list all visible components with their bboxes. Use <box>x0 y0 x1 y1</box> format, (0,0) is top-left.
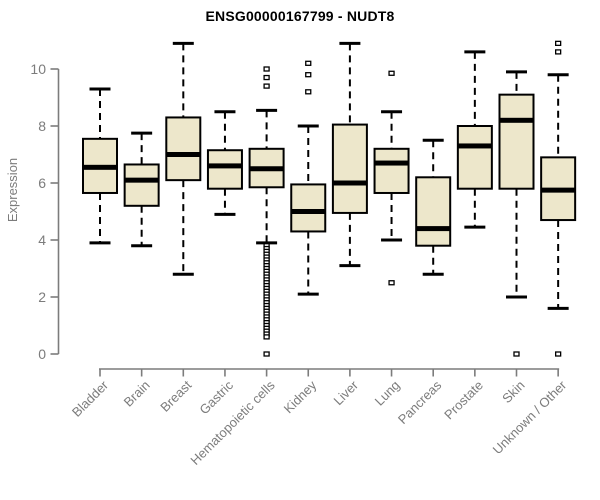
box-kidney <box>290 183 327 233</box>
median-line <box>541 187 576 193</box>
y-tick-label: 2 <box>38 289 46 305</box>
box-breast <box>165 116 202 182</box>
median-line <box>332 180 367 186</box>
outlier-point <box>305 89 312 95</box>
x-tick-label: Lung <box>372 378 403 409</box>
median-line <box>416 226 451 232</box>
x-tick-label: Brain <box>121 378 153 410</box>
outlier-point <box>388 280 395 286</box>
outlier-point <box>388 70 395 76</box>
outlier-point <box>263 334 270 340</box>
median-line <box>374 160 409 166</box>
chart-title: ENSG00000167799 - NUDT8 <box>205 8 395 24</box>
box-gastric <box>206 149 243 190</box>
x-tick-label: Prostate <box>441 378 486 423</box>
outlier-point <box>555 351 562 357</box>
median-line <box>83 164 117 170</box>
y-tick-label: 10 <box>30 61 46 77</box>
median-line <box>166 152 201 157</box>
x-tick-label: Unknown / Other <box>490 377 570 457</box>
outlier-point <box>263 351 270 357</box>
y-tick-label: 8 <box>38 118 46 134</box>
y-tick-label: 4 <box>38 232 46 248</box>
outlier-point <box>263 74 270 81</box>
outlier-point <box>513 351 520 357</box>
outlier-point <box>263 83 270 89</box>
median-line <box>499 117 534 123</box>
outlier-point <box>555 40 562 46</box>
outlier-point <box>555 49 562 55</box>
outlier-point <box>263 66 270 72</box>
x-tick-label: Skin <box>499 378 527 406</box>
box-lung <box>373 147 410 194</box>
median-line <box>249 166 284 172</box>
outlier-point <box>305 72 312 78</box>
y-tick-label: 0 <box>38 346 46 362</box>
box-skin <box>498 93 535 190</box>
median-line <box>207 163 242 169</box>
box-prostate <box>456 125 493 190</box>
median-line <box>457 143 492 149</box>
x-tick-label: Pancreas <box>395 377 445 427</box>
median-line <box>124 177 159 183</box>
x-tick-label: Liver <box>330 377 361 408</box>
x-tick-label: Bladder <box>69 377 112 420</box>
x-tick-label: Breast <box>157 377 194 414</box>
median-line <box>291 209 326 214</box>
y-tick-label: 6 <box>38 175 46 191</box>
box-brain <box>123 163 160 207</box>
box-liver <box>331 123 368 214</box>
x-tick-label: Gastric <box>196 377 236 417</box>
box-pancreas <box>415 176 452 247</box>
x-tick-label: Kidney <box>281 377 320 416</box>
outlier-point <box>305 60 312 66</box>
